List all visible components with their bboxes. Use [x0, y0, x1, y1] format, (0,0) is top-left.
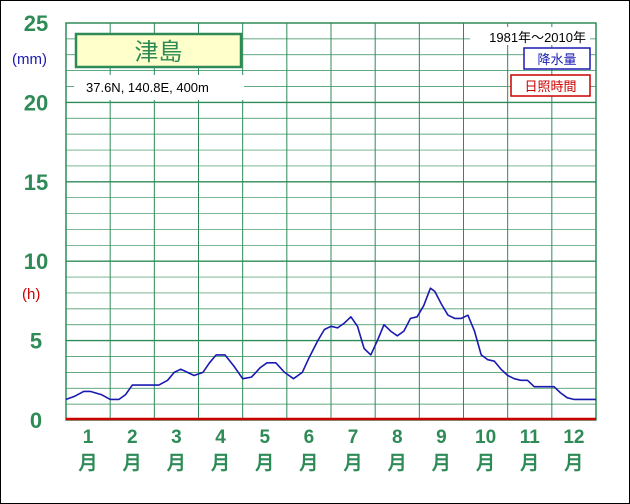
month-unit-label: 月 [210, 453, 230, 474]
y-tick-label: 5 [30, 329, 42, 354]
month-number-label: 6 [304, 427, 315, 448]
month-number-label: 2 [127, 427, 138, 448]
grid [66, 23, 596, 420]
month-number-label: 11 [520, 427, 541, 448]
month-number-label: 10 [475, 427, 496, 448]
legend-precip-box [523, 47, 591, 70]
location-label: 37.6N, 140.8E, 400m [86, 80, 209, 95]
y-tick-label: 25 [24, 11, 48, 36]
month-number-label: 4 [215, 427, 226, 448]
legend-precip-label: 降水量 [537, 52, 576, 67]
month-unit-label: 月 [254, 453, 274, 474]
y-tick-label: 20 [24, 90, 48, 115]
period-label-bg [470, 27, 590, 45]
legend-sunshine-box [510, 74, 591, 97]
station-name: 津島 [135, 39, 183, 66]
month-number-label: 7 [348, 427, 359, 448]
sunshine-unit-label: (h) [22, 286, 40, 303]
station-name-box [74, 32, 243, 69]
month-unit-label: 月 [431, 453, 451, 474]
month-unit-label: 月 [298, 453, 318, 474]
month-unit-label: 月 [166, 453, 186, 474]
y-tick-label: 10 [24, 249, 48, 274]
month-unit-label: 月 [343, 453, 363, 474]
month-number-label: 3 [171, 427, 182, 448]
month-unit-label: 月 [519, 453, 539, 474]
month-number-label: 12 [563, 427, 584, 448]
month-unit-label: 月 [475, 453, 495, 474]
month-unit-label: 月 [78, 453, 98, 474]
month-unit-label: 月 [387, 453, 407, 474]
month-number-label: 9 [436, 427, 447, 448]
location-label-bg [74, 75, 244, 100]
month-number-label: 5 [259, 427, 270, 448]
month-unit-label: 月 [563, 453, 583, 474]
legend-sunshine-label: 日照時間 [524, 79, 576, 94]
precip-line [65, 287, 596, 401]
month-number-label: 8 [392, 427, 403, 448]
x-axis-month-labels: 1 月 2 月 3 月 4 月 5 月 6 月 7 月 8 月 9 月 10 月 11 月 12 月 [78, 427, 585, 474]
y-tick-label: 15 [24, 170, 48, 195]
series-layer [65, 287, 596, 401]
period-label: 1981年〜2010年 [489, 30, 586, 45]
y-axis-ticks: 25 20 15 10 5 0 [24, 11, 48, 433]
month-unit-label: 月 [122, 453, 142, 474]
y-tick-label: 0 [30, 408, 42, 433]
month-number-label: 1 [83, 427, 94, 448]
precip-unit-label: (mm) [12, 51, 47, 68]
